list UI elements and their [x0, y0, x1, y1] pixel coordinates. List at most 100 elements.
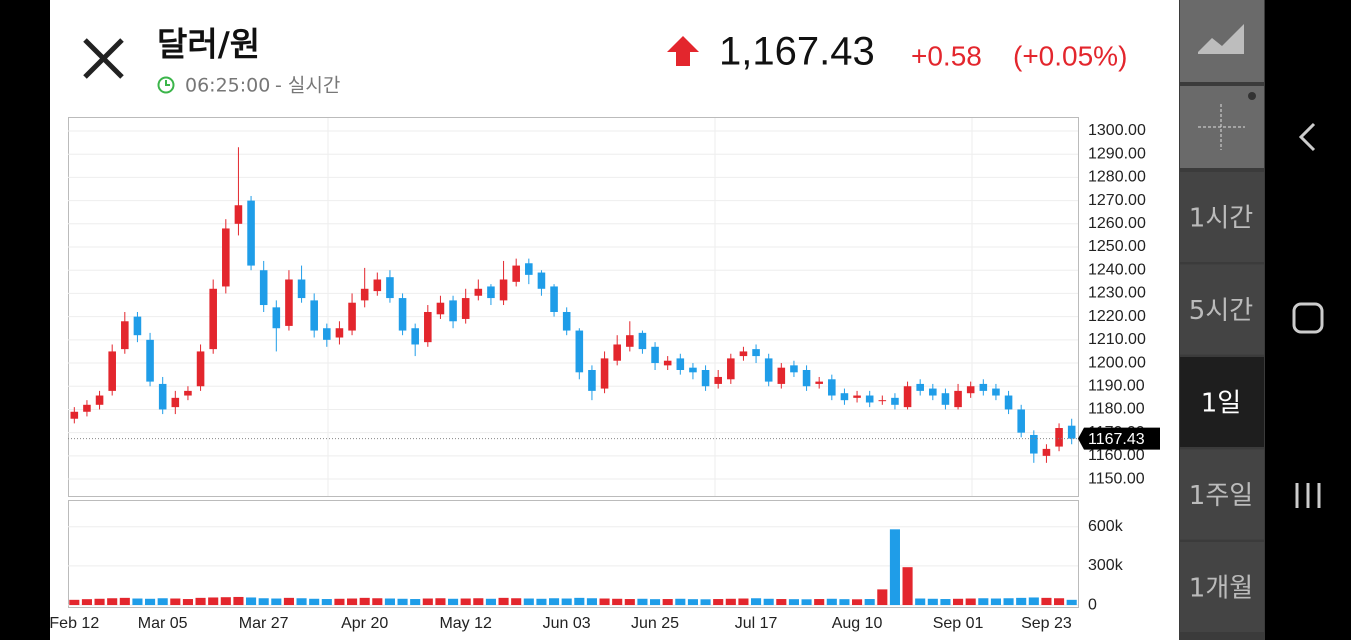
volume-bar	[599, 598, 610, 606]
candle-body	[575, 330, 584, 373]
period-label[interactable]: 1주일	[1189, 481, 1253, 511]
candle-body	[234, 205, 243, 224]
x-tick-label: Sep 23	[1021, 615, 1072, 632]
volume-bar	[258, 598, 269, 606]
volume-bar	[309, 598, 320, 606]
candle-body	[310, 300, 318, 331]
y-tick-label: 1280.00	[1088, 169, 1146, 186]
volume-bar	[990, 598, 1001, 606]
crosshair-button[interactable]	[1180, 86, 1264, 168]
candle-body	[562, 311, 571, 331]
candle-body	[83, 404, 91, 412]
period-label[interactable]: 1일	[1201, 389, 1241, 419]
candle-body	[461, 298, 470, 319]
candle-body	[285, 279, 293, 326]
candle-body	[550, 286, 558, 312]
candle-body	[449, 300, 457, 322]
recents-button[interactable]	[1295, 483, 1321, 508]
close-button[interactable]	[83, 38, 124, 79]
candle-body	[398, 298, 407, 331]
candle-body	[1004, 395, 1013, 410]
period-label[interactable]: 1개월	[1189, 574, 1253, 604]
x-tick-label: Mar 27	[239, 615, 289, 632]
volume-bar	[523, 598, 534, 606]
candle-body	[512, 265, 520, 282]
volume-bar	[283, 597, 294, 606]
content-bg	[50, 0, 1179, 640]
back-button[interactable]	[1298, 122, 1316, 152]
volume-frame	[68, 500, 1079, 608]
volume-bar	[788, 599, 799, 606]
y-tick-label: 1150.00	[1088, 470, 1145, 487]
volume-bar	[940, 599, 951, 606]
period-label[interactable]: 1시간	[1189, 204, 1253, 234]
volume-bar	[877, 589, 888, 606]
last-price-tag	[1078, 427, 1160, 450]
x-tick-label: Feb 12	[49, 615, 99, 632]
period-button[interactable]	[1180, 264, 1264, 355]
candle-body	[840, 393, 849, 401]
candle-body	[941, 393, 950, 405]
period-label[interactable]: 5시간	[1189, 296, 1253, 326]
volume-bar	[927, 598, 938, 606]
candle-body	[663, 360, 672, 366]
mode: - 실시간	[275, 75, 340, 97]
volume-bar	[725, 598, 736, 606]
volume-bar	[662, 599, 673, 606]
y-tick-label: 1160.00	[1088, 447, 1145, 464]
y-tick-label: 0	[1088, 596, 1097, 613]
volume-bar	[864, 599, 875, 606]
volume-bar	[776, 599, 787, 606]
candle-body	[613, 344, 621, 361]
period-button[interactable]	[1180, 357, 1264, 447]
y-tick-label: 1180.00	[1088, 401, 1145, 418]
volume-bar	[839, 599, 850, 606]
volume-bar	[372, 598, 383, 606]
home-button[interactable]	[1292, 302, 1324, 334]
change: +0.58	[911, 40, 982, 71]
x-tick-label: Apr 20	[341, 615, 388, 632]
x-tick-label: Jun 03	[543, 615, 591, 632]
volume-bar	[460, 598, 471, 606]
candle-body	[727, 358, 735, 380]
chart-type-button[interactable]	[1180, 0, 1264, 82]
change-pct: (+0.05%)	[1013, 40, 1127, 71]
candle-body	[588, 370, 596, 391]
clock-icon	[157, 76, 175, 94]
candle-body	[348, 302, 356, 331]
chart-icon	[1198, 24, 1244, 54]
candle-body	[1042, 448, 1051, 456]
candle-body	[1017, 409, 1025, 433]
candle-body	[1067, 425, 1076, 439]
candle-body	[171, 397, 180, 408]
volume-bar	[296, 598, 307, 606]
candle-body	[752, 349, 760, 357]
candle-body	[108, 351, 116, 391]
candle-body	[992, 388, 1000, 396]
candle-body	[222, 228, 230, 287]
volume-bar	[826, 598, 837, 606]
period-button[interactable]	[1180, 542, 1264, 632]
volume-bar	[965, 598, 976, 606]
last-price-label: 1167.43	[1088, 431, 1145, 448]
volume-bar	[902, 567, 913, 606]
candle-body	[335, 328, 344, 338]
period-button[interactable]	[1180, 172, 1264, 262]
x-tick-label: Jul 17	[735, 615, 778, 632]
period-button[interactable]	[1180, 449, 1264, 540]
volume-bar	[233, 596, 244, 606]
candle-body	[929, 388, 937, 396]
volume-bar	[107, 598, 118, 606]
button-bg	[1180, 0, 1264, 82]
candle-body	[954, 390, 962, 408]
candle-body	[777, 367, 786, 384]
candle-body	[297, 279, 306, 299]
candle-body	[499, 279, 508, 301]
candle-body	[626, 335, 634, 347]
volume-bar	[384, 598, 395, 606]
plot: 1300.00 1290.00 1280.00 1270.00 1260.00 1250.…	[49, 122, 1160, 632]
volume-bar	[612, 598, 623, 606]
volume-bar	[334, 598, 345, 606]
volume-bar	[687, 599, 698, 606]
